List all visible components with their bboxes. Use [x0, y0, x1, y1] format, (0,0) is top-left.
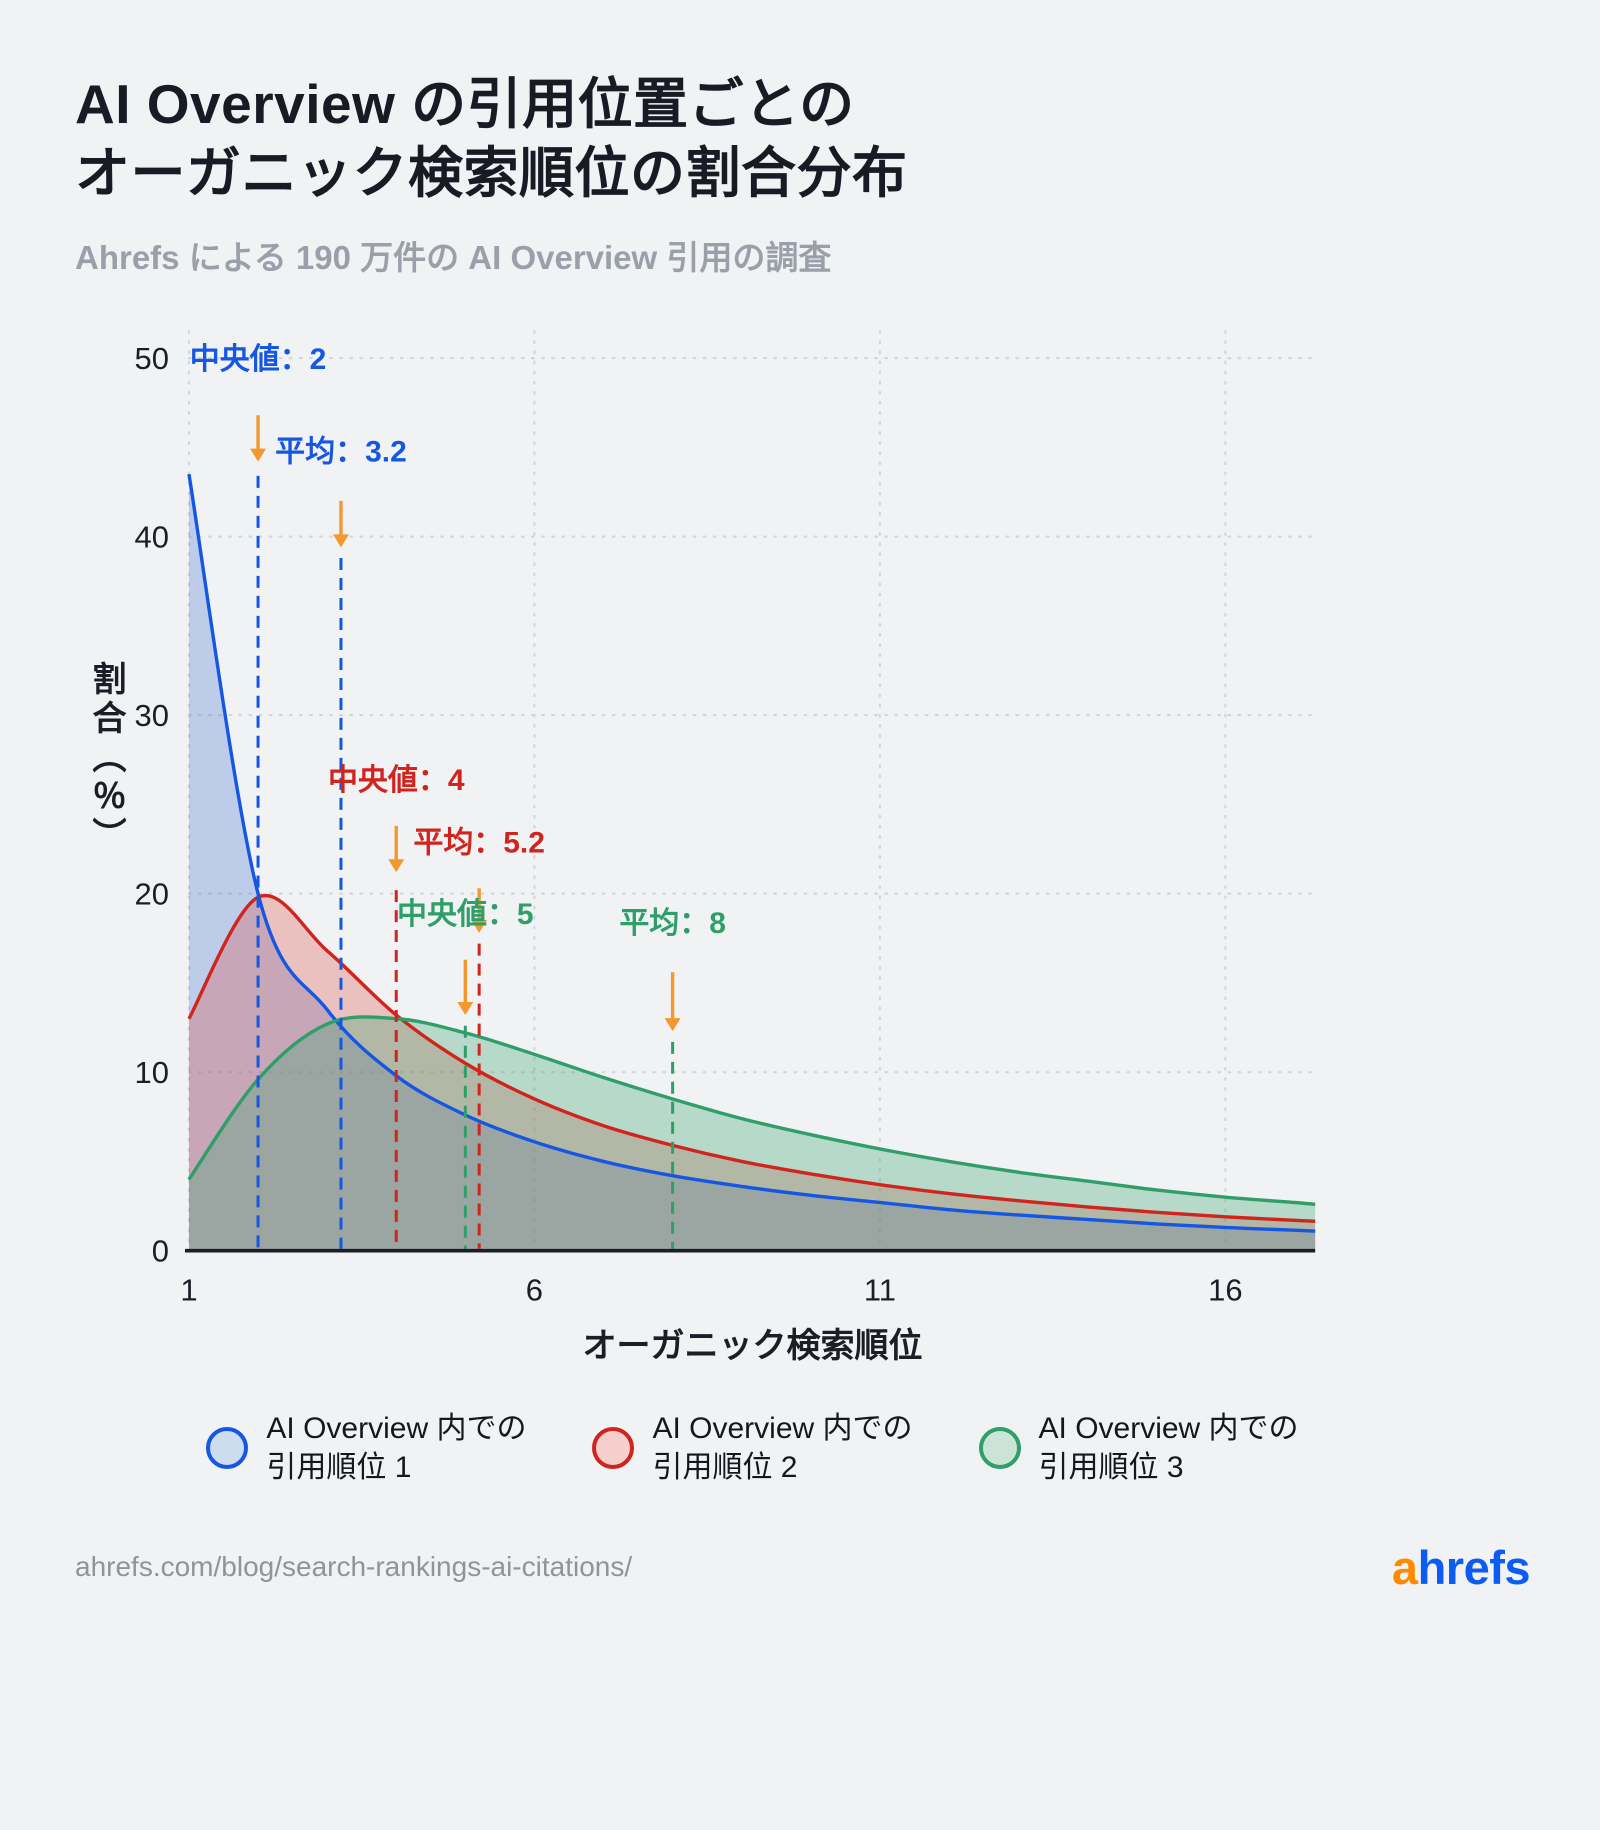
logo-rest-letters: hrefs — [1417, 1540, 1531, 1594]
source-url: ahrefs.com/blog/search-rankings-ai-citat… — [75, 1551, 633, 1583]
series-line-1 — [187, 473, 1316, 1233]
annotation-label: 平均：8 — [619, 907, 726, 940]
y-tick-label: 40 — [134, 519, 168, 554]
annotation-label: 中央値：2 — [190, 342, 327, 375]
legend-label: AI Overview 内での 引用順位 2 — [652, 1411, 913, 1485]
legend: AI Overview 内での 引用順位 1 AI Overview 内での 引用順位… — [189, 1409, 1316, 1488]
page-title: AI Overview の引用位置ごとの オーガニック検索順位の割合分布 — [75, 70, 1530, 209]
series-area-3 — [188, 1016, 1316, 1251]
y-tick-label: 30 — [134, 698, 168, 733]
x-axis-title: オーガニック検索順位 — [582, 1326, 923, 1365]
y-tick-label: 50 — [134, 341, 168, 376]
series-line-2 — [187, 893, 1316, 1223]
legend-swatch-icon — [206, 1427, 249, 1470]
legend-label: AI Overview 内での 引用順位 3 — [1038, 1411, 1299, 1485]
series-line-3 — [187, 1014, 1316, 1206]
infographic: AI Overview の引用位置ごとの オーガニック検索順位の割合分布 Ahr… — [75, 70, 1531, 1595]
x-tick-label: 1 — [180, 1272, 197, 1307]
legend-label: AI Overview 内での 引用順位 1 — [266, 1411, 527, 1485]
legend-item: AI Overview 内での 引用順位 1 — [206, 1409, 526, 1488]
annotation-arrowhead-icon — [457, 1001, 474, 1015]
legend-item: AI Overview 内での 引用順位 2 — [592, 1409, 913, 1488]
x-tick-label: 6 — [526, 1272, 543, 1307]
footer: ahrefs.com/blog/search-rankings-ai-citat… — [75, 1540, 1531, 1595]
subtitle: Ahrefs による 190 万件の AI Overview 引用の調査 — [75, 238, 832, 276]
legend-swatch-icon — [592, 1427, 635, 1470]
x-tick-label: 11 — [864, 1272, 896, 1307]
annotation-arrowhead-icon — [388, 858, 405, 872]
logo-letter-a: a — [1391, 1540, 1418, 1594]
series-area-2 — [188, 895, 1316, 1251]
x-tick-label: 16 — [1208, 1272, 1242, 1307]
annotation-arrowhead-icon — [332, 533, 349, 547]
annotation-arrowhead-icon — [664, 1017, 681, 1031]
annotation-label: 平均：5.2 — [413, 826, 545, 859]
y-tick-label: 10 — [134, 1055, 168, 1090]
y-tick-label: 0 — [152, 1233, 169, 1268]
title-line-1: AI Overview の引用位置ごとの — [75, 73, 855, 135]
y-axis-title: 割合（％） — [86, 660, 125, 856]
annotation-arrowhead-icon — [471, 919, 488, 933]
title-line-2: オーガニック検索順位の割合分布 — [75, 142, 908, 205]
chart-area: 割合（％） 1 6 11 16 0 10 20 30 40 50 中央値：2 平均：3.2 中央値：4 平… — [75, 301, 1530, 1316]
annotation-label: 中央値：4 — [328, 764, 465, 797]
ahrefs-logo: ahrefs — [1391, 1540, 1531, 1595]
annotation-label: 平均：3.2 — [275, 435, 407, 468]
annotation-arrowhead-icon — [250, 448, 267, 462]
series-area-1 — [188, 473, 1316, 1251]
legend-item: AI Overview 内での 引用順位 3 — [978, 1409, 1299, 1488]
y-tick-label: 20 — [134, 876, 168, 911]
annotation-label: 中央値：5 — [397, 898, 534, 931]
legend-swatch-icon — [978, 1427, 1021, 1470]
